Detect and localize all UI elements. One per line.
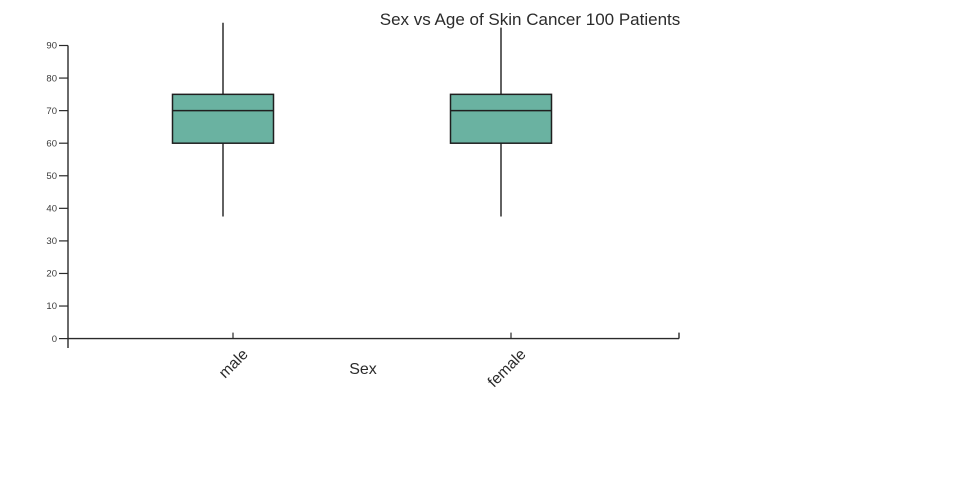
y-tick-label: 40	[46, 204, 57, 215]
y-tick-label: 20	[46, 269, 57, 280]
y-tick-label: 30	[46, 236, 57, 247]
y-tick-label: 50	[46, 171, 57, 182]
y-tick-label: 10	[46, 301, 57, 312]
y-tick-label: 80	[46, 73, 57, 84]
y-tick-label: 60	[46, 138, 57, 149]
y-tick-label: 70	[46, 106, 57, 117]
x-axis-title: Sex	[349, 361, 377, 378]
chart-title: Sex vs Age of Skin Cancer 100 Patients	[379, 10, 681, 29]
box-male	[171, 93, 275, 144]
y-tick-label: 90	[46, 41, 57, 52]
y-tick-label: 0	[52, 334, 57, 345]
box-female	[449, 93, 553, 144]
